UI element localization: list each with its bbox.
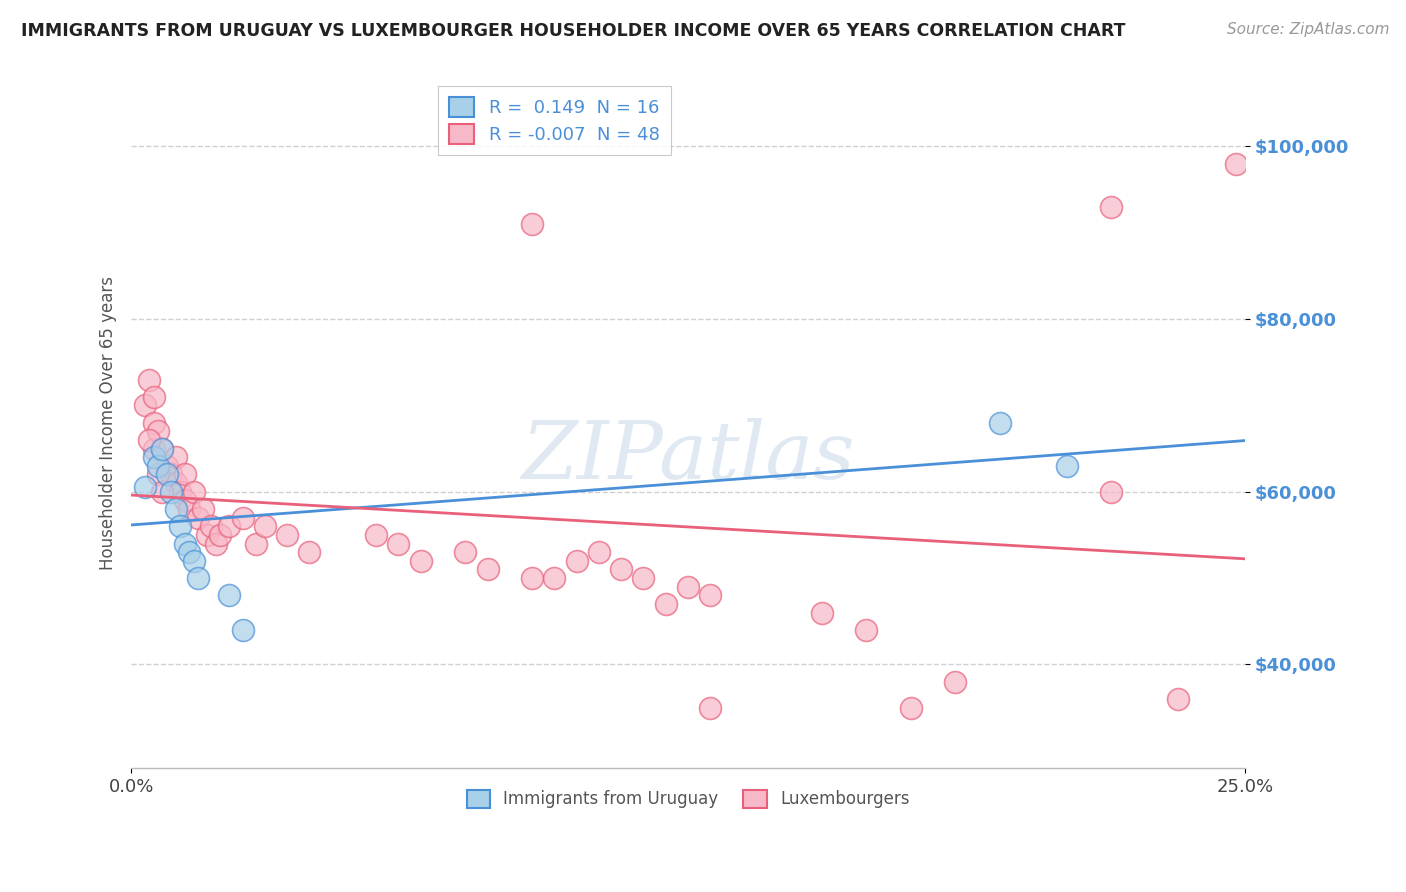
Point: [173, 467, 195, 482]
Point: [676, 580, 699, 594]
Point: [245, 536, 267, 550]
Point: [943, 674, 966, 689]
Point: [156, 467, 179, 482]
Point: [173, 493, 195, 508]
Point: [138, 372, 160, 386]
Point: [699, 700, 721, 714]
Point: [152, 442, 174, 456]
Text: Source: ZipAtlas.com: Source: ZipAtlas.com: [1226, 22, 1389, 37]
Point: [195, 528, 218, 542]
Point: [200, 519, 222, 533]
Point: [988, 416, 1011, 430]
Point: [191, 502, 214, 516]
Legend: Immigrants from Uruguay, Luxembourgers: Immigrants from Uruguay, Luxembourgers: [460, 783, 917, 815]
Point: [165, 450, 187, 465]
Point: [165, 502, 187, 516]
Point: [1056, 458, 1078, 473]
Point: [454, 545, 477, 559]
Point: [146, 458, 169, 473]
Point: [298, 545, 321, 559]
Point: [142, 390, 165, 404]
Point: [165, 476, 187, 491]
Point: [142, 442, 165, 456]
Point: [900, 700, 922, 714]
Point: [160, 484, 183, 499]
Point: [610, 562, 633, 576]
Text: IMMIGRANTS FROM URUGUAY VS LUXEMBOURGER HOUSEHOLDER INCOME OVER 65 YEARS CORRELA: IMMIGRANTS FROM URUGUAY VS LUXEMBOURGER …: [21, 22, 1126, 40]
Point: [187, 510, 209, 524]
Point: [387, 536, 409, 550]
Point: [152, 442, 174, 456]
Point: [209, 528, 232, 542]
Point: [169, 519, 191, 533]
Point: [134, 399, 156, 413]
Point: [142, 450, 165, 465]
Point: [1167, 692, 1189, 706]
Point: [543, 571, 565, 585]
Point: [588, 545, 610, 559]
Point: [187, 571, 209, 585]
Point: [179, 545, 201, 559]
Point: [1099, 484, 1122, 499]
Point: [232, 510, 254, 524]
Point: [232, 623, 254, 637]
Text: ZIPatlas: ZIPatlas: [522, 418, 855, 496]
Point: [156, 458, 179, 473]
Point: [409, 554, 432, 568]
Point: [253, 519, 276, 533]
Point: [218, 519, 240, 533]
Point: [179, 502, 201, 516]
Point: [477, 562, 499, 576]
Point: [1099, 200, 1122, 214]
Point: [699, 588, 721, 602]
Y-axis label: Householder Income Over 65 years: Householder Income Over 65 years: [100, 276, 117, 570]
Point: [520, 217, 543, 231]
Point: [183, 484, 205, 499]
Point: [366, 528, 388, 542]
Point: [565, 554, 588, 568]
Point: [276, 528, 298, 542]
Point: [173, 536, 195, 550]
Point: [146, 425, 169, 439]
Point: [142, 416, 165, 430]
Point: [218, 588, 240, 602]
Point: [183, 554, 205, 568]
Point: [134, 480, 156, 494]
Point: [654, 597, 676, 611]
Point: [138, 433, 160, 447]
Point: [169, 484, 191, 499]
Point: [855, 623, 877, 637]
Point: [810, 606, 832, 620]
Point: [146, 467, 169, 482]
Point: [520, 571, 543, 585]
Point: [205, 536, 228, 550]
Point: [152, 484, 174, 499]
Point: [160, 467, 183, 482]
Point: [1225, 157, 1247, 171]
Point: [633, 571, 655, 585]
